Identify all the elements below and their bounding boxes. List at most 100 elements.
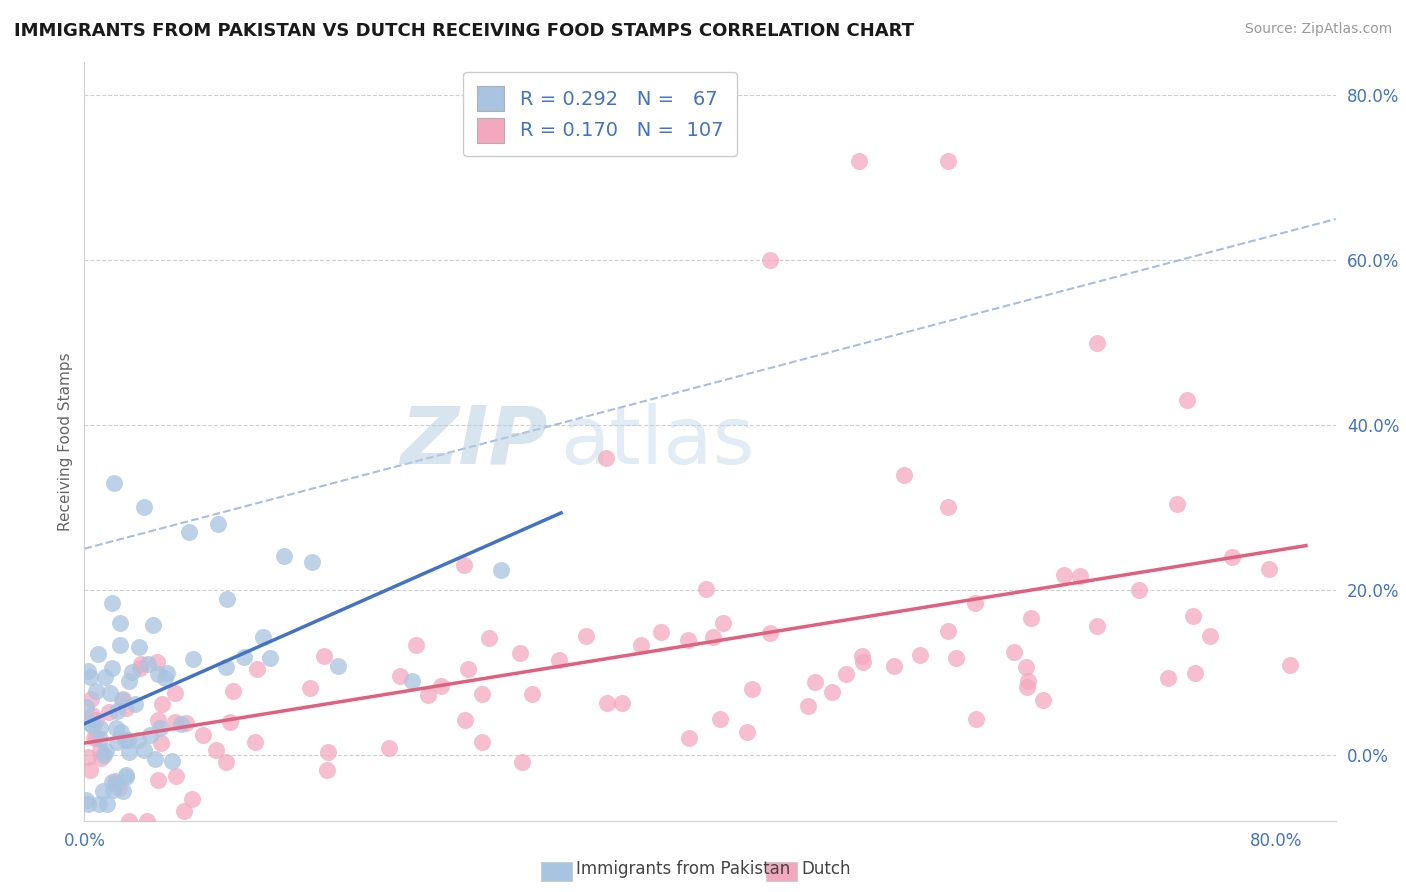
Point bbox=[84, 730, 107, 744]
Point bbox=[108, 780, 131, 795]
Point bbox=[1184, 665, 1206, 680]
Point bbox=[79, 669, 101, 683]
Text: Source: ZipAtlas.com: Source: ZipAtlas.com bbox=[1244, 22, 1392, 37]
Point bbox=[146, 655, 169, 669]
Point bbox=[851, 649, 873, 664]
Point bbox=[139, 728, 162, 742]
Point bbox=[520, 687, 543, 701]
Point bbox=[1220, 549, 1243, 564]
Point bbox=[471, 734, 494, 748]
Point bbox=[252, 631, 274, 645]
Point bbox=[128, 661, 150, 675]
Point bbox=[301, 556, 323, 570]
Point bbox=[143, 752, 166, 766]
Point bbox=[1019, 611, 1042, 625]
Point bbox=[316, 745, 339, 759]
Point bbox=[938, 154, 960, 169]
Point bbox=[401, 673, 423, 688]
Point bbox=[165, 769, 187, 783]
Text: Immigrants from Pakistan: Immigrants from Pakistan bbox=[576, 860, 790, 878]
Point bbox=[575, 629, 598, 643]
Point bbox=[117, 674, 139, 689]
Point bbox=[191, 728, 214, 742]
Point bbox=[1002, 645, 1025, 659]
Point bbox=[89, 732, 111, 747]
Point bbox=[1166, 497, 1188, 511]
Point bbox=[453, 558, 475, 573]
Point bbox=[77, 797, 100, 812]
Point bbox=[510, 756, 533, 770]
Point bbox=[105, 721, 128, 735]
Point bbox=[163, 714, 186, 729]
Point bbox=[936, 624, 959, 639]
Point bbox=[134, 743, 156, 757]
Point bbox=[89, 744, 111, 758]
Point bbox=[75, 793, 97, 807]
Point bbox=[217, 592, 239, 607]
Point bbox=[378, 740, 401, 755]
Point bbox=[181, 652, 204, 666]
Point bbox=[103, 475, 125, 490]
Point bbox=[759, 626, 782, 640]
Point bbox=[165, 686, 187, 700]
Point bbox=[610, 696, 633, 710]
Point bbox=[312, 648, 335, 663]
Point bbox=[835, 667, 858, 681]
Point bbox=[90, 751, 112, 765]
Point bbox=[124, 697, 146, 711]
Point bbox=[454, 713, 477, 727]
Point bbox=[219, 714, 242, 729]
Point bbox=[595, 696, 617, 710]
Point bbox=[1015, 681, 1038, 695]
Point bbox=[711, 615, 734, 630]
Point bbox=[893, 467, 915, 482]
Point bbox=[101, 783, 124, 797]
Point bbox=[1182, 609, 1205, 624]
Point bbox=[883, 658, 905, 673]
Point bbox=[1017, 674, 1039, 689]
Point bbox=[111, 692, 134, 706]
Point bbox=[111, 692, 134, 706]
Point bbox=[93, 670, 115, 684]
Point bbox=[963, 596, 986, 610]
Point bbox=[82, 719, 104, 733]
Point bbox=[79, 764, 101, 778]
Point bbox=[491, 563, 513, 577]
Point bbox=[114, 768, 136, 782]
Point bbox=[104, 773, 127, 788]
Point bbox=[695, 582, 717, 597]
Point bbox=[75, 699, 97, 714]
Point bbox=[1157, 671, 1180, 685]
Point bbox=[77, 716, 100, 731]
Point bbox=[173, 804, 195, 818]
Point bbox=[101, 597, 124, 611]
Point bbox=[735, 725, 758, 739]
Point bbox=[678, 731, 700, 746]
Point bbox=[965, 712, 987, 726]
Point bbox=[84, 683, 107, 698]
Point bbox=[1175, 393, 1198, 408]
Point bbox=[299, 681, 322, 696]
Point bbox=[741, 682, 763, 697]
Point bbox=[1015, 660, 1038, 674]
Point bbox=[93, 748, 115, 763]
Point bbox=[852, 656, 875, 670]
Point bbox=[118, 814, 141, 828]
Point bbox=[153, 671, 176, 685]
Point bbox=[803, 674, 825, 689]
Point bbox=[98, 686, 121, 700]
Text: Dutch: Dutch bbox=[801, 860, 851, 878]
Point bbox=[477, 631, 499, 645]
Point bbox=[156, 665, 179, 680]
Point bbox=[146, 772, 169, 787]
Point bbox=[908, 648, 931, 662]
Point bbox=[128, 640, 150, 654]
Point bbox=[105, 776, 128, 790]
Point bbox=[650, 625, 672, 640]
Point bbox=[207, 516, 229, 531]
Point bbox=[136, 814, 159, 828]
Point bbox=[107, 735, 129, 749]
Point bbox=[848, 154, 870, 169]
Point bbox=[96, 744, 118, 758]
Point bbox=[389, 669, 412, 683]
